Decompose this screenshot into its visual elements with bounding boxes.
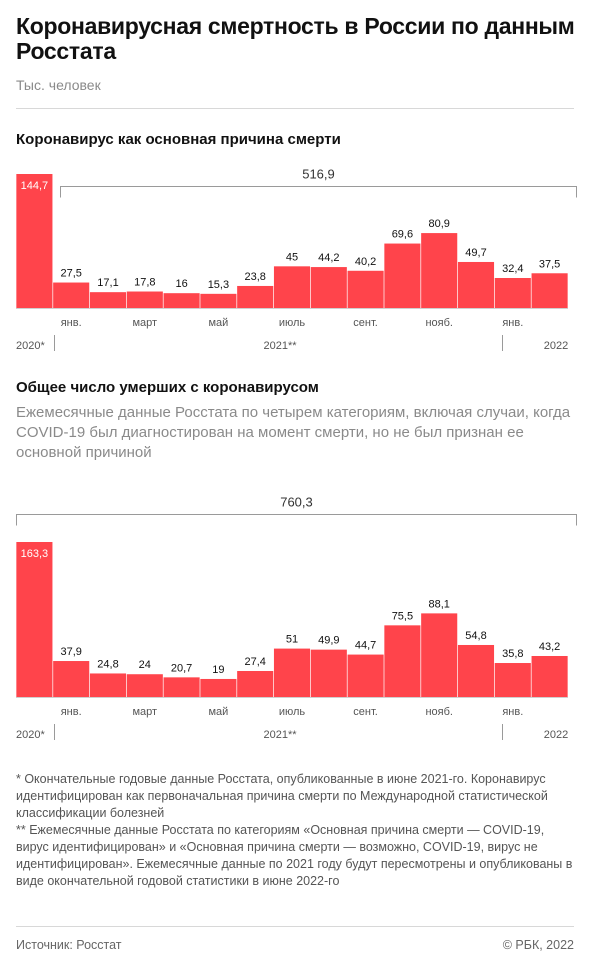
section-2-title: Общее число умерших с коронавирусом: [16, 379, 319, 396]
bar-12: [457, 261, 495, 308]
tick-label-7: июль: [279, 317, 306, 329]
section-1-title: Коронавирус как основная причина смерти: [16, 131, 341, 148]
value-label-2: 17,1: [97, 277, 118, 289]
value-label-4: 20,7: [171, 662, 192, 674]
year-label-2021: 2021**: [263, 729, 297, 741]
section-2-description: Ежемесячные данные Росстата по четырем к…: [16, 404, 571, 461]
bar-14: [531, 655, 568, 697]
value-label-6: 27,4: [244, 656, 265, 668]
value-label-1: 27,5: [60, 268, 81, 280]
chart-title: Коронавирусная смертность в России по да…: [16, 13, 575, 64]
value-label-0: 144,7: [21, 180, 49, 192]
bar-13: [494, 277, 531, 308]
year-label-2022: 2022: [544, 340, 568, 352]
bar-5: [200, 293, 237, 308]
value-label-4: 16: [175, 278, 187, 290]
bar-8: [310, 649, 347, 697]
bar-3: [126, 674, 163, 697]
bar-6: [237, 670, 274, 697]
chart-1-primary-cause: 144,7 27,5 17,1 17,8 16 15,3 23,8 45 44,2 40,2 69,…: [16, 167, 577, 352]
value-label-13: 35,8: [502, 648, 523, 660]
value-label-14: 37,5: [539, 258, 560, 270]
bar-0: [16, 542, 53, 697]
bar-11: [421, 233, 458, 308]
value-label-11: 88,1: [428, 598, 449, 610]
value-label-9: 40,2: [355, 256, 376, 268]
bar-4: [163, 677, 200, 697]
year-label-2022: 2022: [544, 729, 568, 741]
bar-12: [457, 644, 495, 697]
value-label-8: 44,2: [318, 252, 339, 264]
tick-label-3: март: [132, 706, 157, 718]
year-label-2020: 2020*: [16, 729, 45, 741]
tick-label-9: сент.: [353, 706, 378, 718]
total-label: 516,9: [302, 167, 335, 182]
total-bracket: [60, 186, 577, 198]
value-label-6: 23,8: [244, 271, 265, 283]
bar-7: [273, 648, 311, 697]
value-label-3: 17,8: [134, 277, 155, 289]
bar-2: [89, 292, 127, 308]
bar-7: [273, 266, 311, 308]
bar-6: [237, 285, 274, 308]
tick-label-1: янв.: [61, 706, 82, 718]
value-label-1: 37,9: [60, 646, 81, 658]
value-label-7: 51: [286, 634, 298, 646]
chart-2-total-deaths: 163,3 37,9 24,8 24 20,7 19 27,4 51 49,9 44,7 75,5 8…: [16, 495, 577, 741]
source-label: Источник: Росстат: [16, 938, 122, 952]
tick-label-11: нояб.: [425, 317, 453, 329]
value-label-0: 163,3: [21, 548, 49, 560]
value-label-9: 44,7: [355, 640, 376, 652]
bar-10: [384, 243, 421, 308]
bar-8: [310, 267, 347, 308]
bar-5: [200, 678, 237, 697]
bar-13: [494, 663, 531, 697]
tick-label-7: июль: [279, 706, 306, 718]
total-label: 760,3: [280, 495, 313, 510]
units-subtitle: Тыс. человек: [16, 77, 101, 93]
tick-label-5: май: [208, 317, 228, 329]
footnote-2: ** Ежемесячные данные Росстата по катего…: [16, 823, 573, 888]
top-divider: [16, 108, 574, 109]
bar-1: [53, 282, 90, 308]
tick-label-13: янв.: [502, 317, 523, 329]
value-label-13: 32,4: [502, 263, 523, 275]
bar-9: [347, 270, 384, 308]
value-label-10: 75,5: [392, 610, 413, 622]
value-label-10: 69,6: [392, 229, 413, 241]
value-label-8: 49,9: [318, 635, 339, 647]
value-label-11: 80,9: [428, 218, 449, 230]
bar-10: [384, 625, 421, 697]
year-label-2021: 2021**: [263, 340, 297, 352]
tick-label-3: март: [132, 317, 157, 329]
value-label-5: 15,3: [208, 279, 229, 291]
tick-label-1: янв.: [61, 317, 82, 329]
footnote-1: * Окончательные годовые данные Росстата,…: [16, 772, 548, 820]
footnotes: * Окончательные годовые данные Росстата,…: [16, 771, 576, 890]
bar-4: [163, 293, 200, 308]
tick-label-13: янв.: [502, 706, 523, 718]
bar-11: [421, 613, 458, 697]
value-label-12: 54,8: [465, 630, 486, 642]
bar-2: [89, 673, 127, 697]
year-label-2020: 2020*: [16, 340, 45, 352]
total-bracket: [16, 514, 577, 526]
tick-label-5: май: [208, 706, 228, 718]
bar-0: [16, 174, 53, 308]
footer-divider: [16, 926, 574, 927]
value-label-5: 19: [212, 664, 224, 676]
tick-label-9: сент.: [353, 317, 378, 329]
value-label-14: 43,2: [539, 641, 560, 653]
value-label-2: 24,8: [97, 658, 118, 670]
bar-3: [126, 291, 163, 308]
bar-9: [347, 654, 384, 697]
bar-14: [531, 273, 568, 308]
value-label-12: 49,7: [465, 247, 486, 259]
value-label-3: 24: [139, 659, 151, 671]
bar-1: [53, 661, 90, 697]
tick-label-11: нояб.: [425, 706, 453, 718]
value-label-7: 45: [286, 251, 298, 263]
copyright-label: © РБК, 2022: [502, 938, 574, 952]
